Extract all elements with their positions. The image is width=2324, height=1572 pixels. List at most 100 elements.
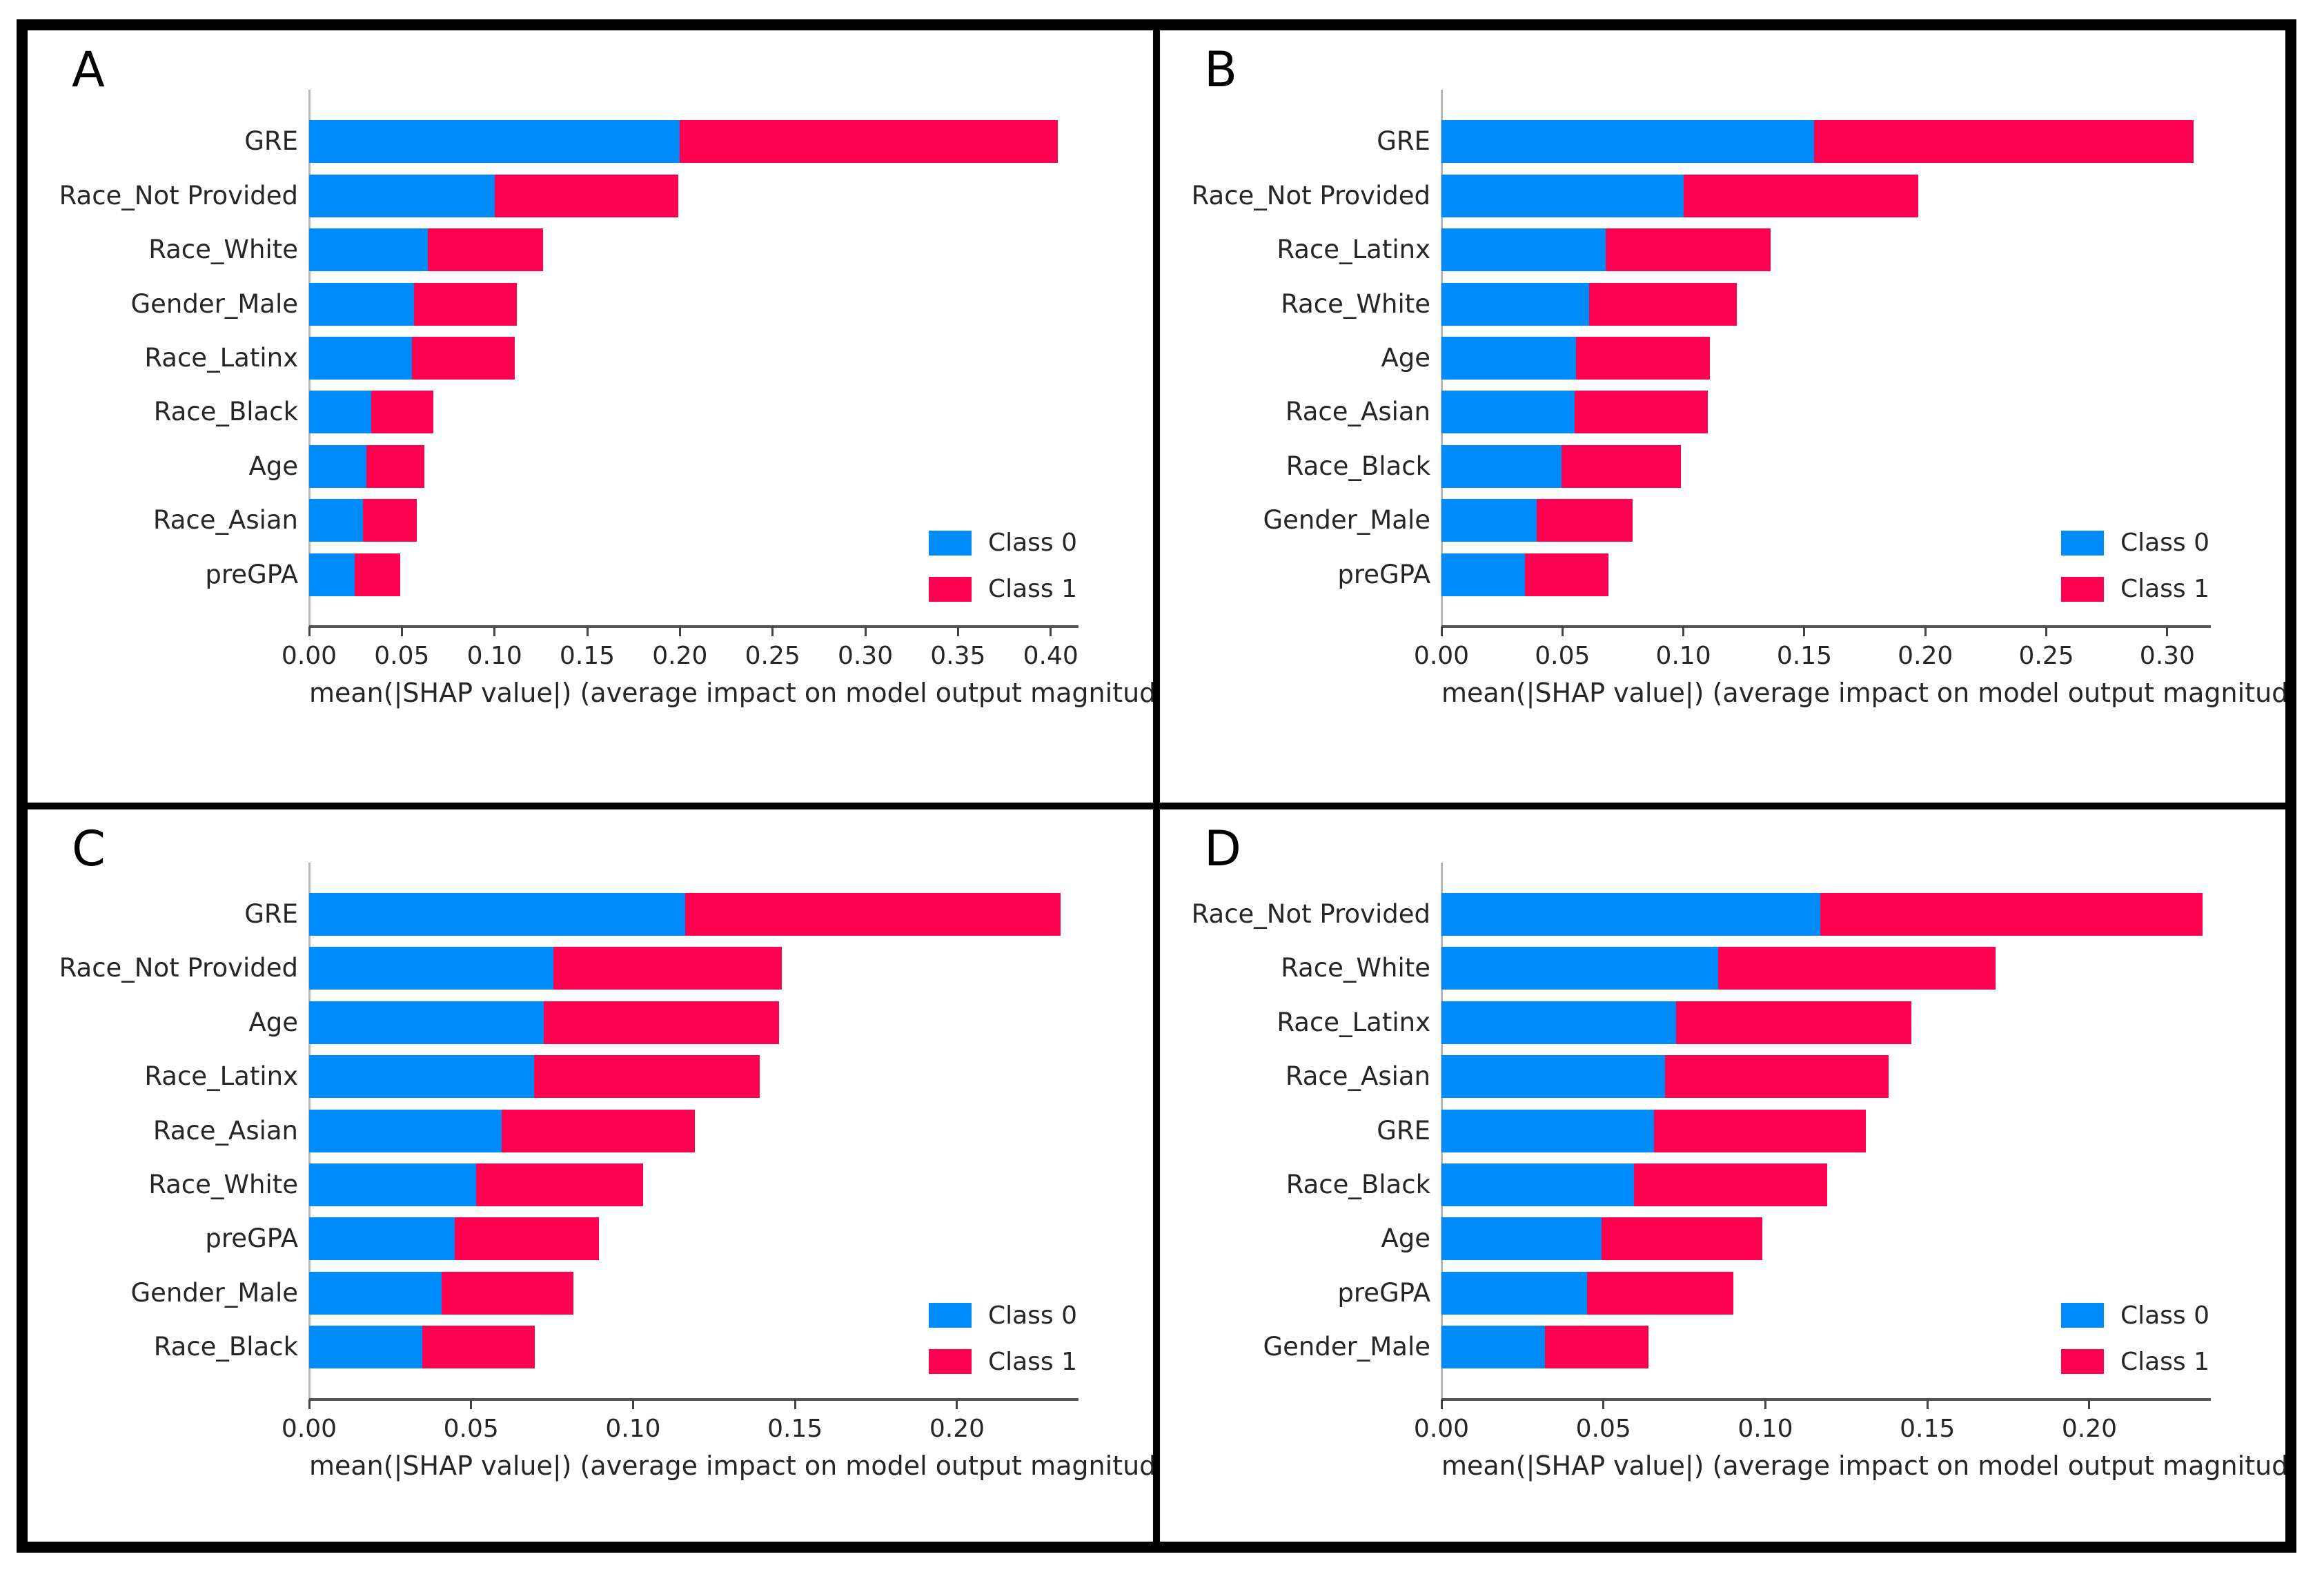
- feature-label: Age: [248, 451, 298, 481]
- bar-row: [309, 1001, 1079, 1044]
- bar-segment-class0: [1441, 1163, 1635, 1207]
- bar-row: [1441, 1109, 2211, 1152]
- legend-entry: Class 1: [2060, 575, 2209, 603]
- feature-label: Race_Asian: [152, 1115, 298, 1146]
- legend-label: Class 0: [2120, 529, 2209, 557]
- x-tick-mark: [1803, 627, 1806, 636]
- bar-row: [309, 499, 1079, 542]
- plot-area: GRE Race_Not Provided Race_White Gender_Mal…: [59, 90, 1153, 708]
- feature-label: Race_Asian: [1285, 1061, 1430, 1092]
- feature-label: Race_Latinx: [144, 1061, 298, 1092]
- feature-label: GRE: [1377, 126, 1430, 157]
- bar-segment-class1: [1820, 892, 2203, 936]
- bar-segment-class0: [309, 174, 495, 217]
- bar-segment-class1: [475, 1163, 643, 1207]
- x-tick-mark: [794, 1399, 796, 1409]
- x-tick-mark: [956, 1399, 958, 1409]
- feature-label: Race_Asian: [1285, 397, 1430, 427]
- bar-row: [309, 444, 1079, 488]
- x-tick-label: 0.05: [374, 642, 430, 670]
- x-tick-mark: [470, 1399, 473, 1409]
- bar-row: [309, 1163, 1079, 1207]
- x-tick-mark: [771, 627, 774, 636]
- bar-row: [309, 228, 1079, 272]
- bar-segment-class0: [1441, 174, 1684, 217]
- feature-label: Race_Not Provided: [59, 953, 298, 983]
- bar-row: [1441, 947, 2211, 990]
- feature-label: preGPA: [205, 559, 298, 589]
- bar-row: [1441, 1326, 2211, 1369]
- legend-label: Class 0: [987, 529, 1077, 557]
- bar-segment-class1: [685, 892, 1061, 936]
- bar-segment-class1: [455, 1217, 599, 1261]
- bar-row: [309, 892, 1079, 936]
- panel-title-letter: A: [72, 41, 105, 98]
- x-axis-spine: [1441, 1397, 2211, 1401]
- bar-segment-class0: [1441, 1109, 1654, 1152]
- legend-label: Class 0: [987, 1301, 1077, 1330]
- feature-label: Race_White: [148, 1170, 298, 1200]
- bar-row: [1441, 1217, 2211, 1261]
- bar-segment-class1: [1574, 391, 1708, 434]
- figure-frame: A GRE Race_Not Provided Race_White Gender_Ma…: [17, 19, 2296, 1553]
- bar-segment-class1: [1561, 444, 1682, 488]
- bar-segment-class1: [1575, 337, 1711, 380]
- bar-segment-class1: [544, 1001, 779, 1044]
- x-tick-mark: [400, 627, 403, 636]
- bar-segment-class0: [309, 1001, 544, 1044]
- legend-label: Class 1: [2120, 575, 2209, 603]
- feature-label: Age: [1381, 1224, 1430, 1254]
- x-tick-label: 0.15: [1900, 1414, 1956, 1443]
- bar-segment-class0: [309, 1109, 502, 1152]
- x-tick-label: 0.05: [443, 1414, 499, 1443]
- feature-label: Race_Latinx: [144, 343, 298, 373]
- bar-segment-class1: [494, 174, 678, 217]
- bar-row: [1441, 174, 2211, 217]
- bar-row: [309, 391, 1079, 434]
- bar-segment-class0: [309, 1163, 476, 1207]
- x-axis-spine: [309, 1397, 1079, 1401]
- bar-segment-class1: [371, 391, 433, 434]
- feature-label: Age: [1381, 343, 1430, 373]
- bar-segment-class0: [1441, 1326, 1546, 1369]
- bar-segment-class0: [1441, 499, 1537, 542]
- bar-row: [1441, 499, 2211, 542]
- feature-label: Race_White: [1281, 953, 1430, 983]
- panel-c: C GRE Race_Not Provided Age Race_Latinx Race_…: [24, 805, 1156, 1545]
- bar-row: [1441, 391, 2211, 434]
- bar-segment-class0: [309, 444, 367, 488]
- bar-segment-class1: [1653, 1109, 1866, 1152]
- bar-segment-class1: [1545, 1326, 1649, 1369]
- legend-swatch-class1: [928, 576, 972, 602]
- feature-label: Gender_Male: [1263, 1332, 1431, 1362]
- x-tick-label: 0.10: [1737, 1414, 1793, 1443]
- x-tick-label: 0.35: [930, 642, 986, 670]
- panel-title-letter: C: [72, 820, 106, 877]
- x-tick-label: 0.40: [1023, 642, 1079, 670]
- x-tick-label: 0.00: [281, 1414, 337, 1443]
- x-tick-mark: [1924, 627, 1927, 636]
- panel-d: D Race_Not Provided Race_White Race_Latinx R…: [1156, 805, 2289, 1545]
- bar-segment-class1: [442, 1271, 574, 1315]
- bar-row: [309, 1271, 1079, 1315]
- x-tick-label: 0.10: [1655, 642, 1711, 670]
- bar-segment-class0: [309, 892, 685, 936]
- bar-segment-class0: [1441, 391, 1575, 434]
- feature-label: Race_Not Provided: [1191, 180, 1430, 210]
- x-tick-mark: [308, 1399, 311, 1409]
- bar-segment-class1: [1524, 553, 1608, 596]
- x-tick-mark: [586, 627, 589, 636]
- feature-label: Race_White: [1281, 288, 1430, 319]
- legend-entry: Class 0: [928, 529, 1077, 557]
- panel-grid: A GRE Race_Not Provided Race_White Gender_Ma…: [24, 27, 2289, 1545]
- bar-segment-class0: [1441, 892, 1821, 936]
- feature-label: Race_Black: [1286, 451, 1430, 481]
- x-tick-mark: [864, 627, 867, 636]
- bar-segment-class0: [309, 1217, 455, 1261]
- bar-segment-class1: [1537, 499, 1633, 542]
- feature-label: Gender_Male: [130, 1277, 299, 1308]
- feature-label: Gender_Male: [1263, 505, 1431, 536]
- legend-swatch-class0: [2060, 1303, 2104, 1328]
- x-axis-spine: [309, 625, 1079, 628]
